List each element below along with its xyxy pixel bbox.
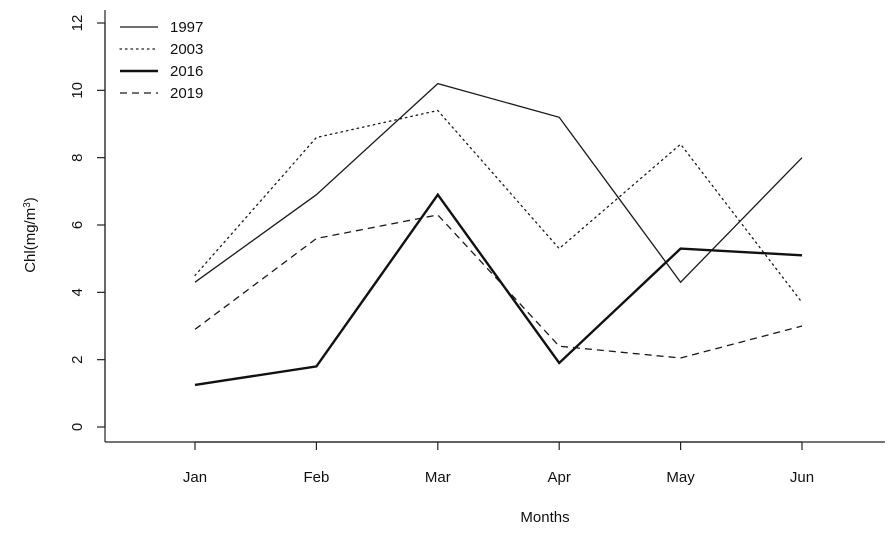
legend-label-2016: 2016 (170, 63, 203, 80)
x-tick-label: Mar (425, 469, 451, 486)
y-tick-label: 12 (69, 15, 86, 32)
y-tick-label: 4 (69, 288, 86, 296)
y-tick-label: 10 (69, 82, 86, 99)
y-axis-title: Chl(mg/m3) (22, 197, 40, 273)
y-tick-label: 8 (69, 153, 86, 161)
legend-label-2003: 2003 (170, 41, 203, 58)
x-tick-label: Jun (790, 469, 814, 486)
y-axis-title-superscript: 3 (22, 202, 33, 208)
y-tick-label: 0 (69, 423, 86, 431)
x-tick-label: May (666, 469, 695, 486)
series-line-2016 (194, 192, 803, 387)
series-line-2019 (194, 214, 803, 359)
series-line-1997 (194, 82, 803, 284)
y-axis-title-base: Chl(mg/m (22, 208, 39, 273)
legend-label-2019: 2019 (170, 85, 203, 102)
axes: 0 2 4 6 8 10 12 Jan Feb Mar Apr May Jun (69, 10, 885, 486)
legend: 1997 2003 2016 2019 (119, 19, 203, 102)
legend-label-1997: 1997 (170, 19, 203, 36)
y-tick-label: 2 (69, 355, 86, 363)
series-lines (194, 82, 803, 387)
x-axis-title: Months (520, 509, 569, 526)
series-line-2003 (194, 109, 803, 304)
y-tick-label: 6 (69, 221, 86, 229)
y-axis-title-close: ) (22, 197, 39, 202)
x-tick-label: Apr (548, 469, 571, 486)
x-tick-label: Jan (183, 469, 207, 486)
x-tick-label: Feb (303, 469, 329, 486)
